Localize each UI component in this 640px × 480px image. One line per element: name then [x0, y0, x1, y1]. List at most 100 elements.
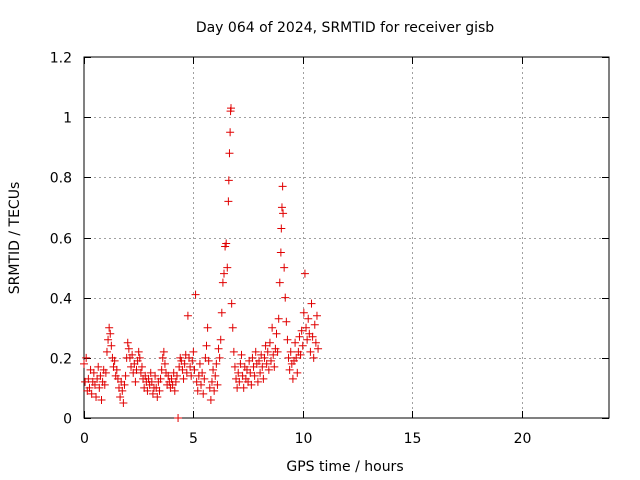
x-tick-label: 5: [189, 431, 198, 447]
data-point: [120, 380, 129, 389]
data-point: [228, 323, 237, 332]
data-point: [155, 386, 164, 395]
data-point: [191, 290, 200, 299]
grid-lines: [84, 57, 609, 418]
data-point: [268, 323, 277, 332]
data-point: [292, 353, 301, 362]
data-point: [213, 380, 222, 389]
axis-ticks: 0 0.2 0.4 0.6 0.8 1 1.2 0 5 10 15 20: [50, 51, 609, 447]
data-point: [310, 320, 319, 329]
data-point: [259, 374, 268, 383]
data-point: [298, 341, 307, 350]
data-point: [210, 386, 219, 395]
data-point: [281, 293, 290, 302]
data-point: [128, 350, 137, 359]
data-point: [206, 395, 215, 404]
data-point: [209, 365, 218, 374]
data-point: [192, 377, 201, 386]
data-point: [174, 414, 183, 422]
data-point: [255, 356, 263, 365]
data-point: [300, 269, 309, 278]
data-point: [223, 263, 232, 272]
data-point: [123, 338, 132, 347]
data-point: [224, 176, 233, 185]
data-point: [198, 368, 207, 377]
data-point: [84, 374, 93, 383]
data-point: [251, 347, 260, 356]
data-point: [146, 368, 155, 377]
data-point: [224, 197, 233, 206]
data-point: [282, 317, 291, 326]
data-point: [303, 335, 312, 344]
data-point: [172, 371, 181, 380]
y-tick-label: 0.6: [50, 232, 72, 248]
data-point: [182, 368, 191, 377]
y-tick-label: 1.2: [50, 51, 72, 67]
data-point: [280, 263, 289, 272]
data-point: [156, 374, 165, 383]
data-point: [234, 368, 243, 377]
data-point: [85, 383, 94, 392]
data-point: [188, 356, 197, 365]
data-point: [119, 398, 128, 407]
data-point: [170, 386, 179, 395]
data-points: [80, 104, 323, 422]
data-point: [104, 335, 113, 344]
data-point: [302, 323, 311, 332]
data-point: [226, 128, 235, 137]
data-point: [247, 380, 256, 389]
data-point: [171, 377, 180, 386]
data-point: [102, 347, 111, 356]
data-point: [308, 332, 317, 341]
data-point: [284, 353, 293, 362]
data-point: [101, 368, 110, 377]
data-point: [180, 359, 189, 368]
data-point: [200, 374, 209, 383]
y-tick-label: 0.2: [50, 352, 72, 368]
data-point: [276, 248, 285, 257]
data-point: [274, 314, 283, 323]
data-point: [230, 362, 239, 371]
data-point: [158, 353, 167, 362]
data-point: [107, 341, 116, 350]
data-point: [312, 311, 321, 320]
data-point: [250, 371, 259, 380]
data-point: [193, 386, 202, 395]
data-point: [307, 299, 316, 308]
data-point: [116, 392, 125, 401]
x-tick-label: 20: [514, 431, 532, 447]
data-point: [136, 368, 145, 377]
data-point: [286, 347, 295, 356]
data-point: [229, 347, 238, 356]
data-point: [132, 365, 141, 374]
data-point: [272, 329, 281, 338]
data-point: [195, 359, 204, 368]
data-point: [279, 209, 288, 218]
y-tick-label: 0.8: [50, 171, 72, 187]
data-point: [100, 380, 109, 389]
data-point: [105, 323, 114, 332]
data-point: [270, 362, 279, 371]
data-point: [211, 371, 220, 380]
data-point: [314, 344, 323, 353]
data-point: [112, 365, 121, 374]
data-point: [121, 371, 130, 380]
data-point: [143, 386, 152, 395]
x-tick-label: 10: [295, 431, 313, 447]
data-point: [97, 395, 106, 404]
x-axis-label: GPS time / hours: [286, 459, 403, 475]
x-tick-label: 0: [80, 431, 89, 447]
data-point: [159, 347, 168, 356]
data-point: [137, 362, 146, 371]
data-point: [90, 380, 99, 389]
data-point: [261, 341, 270, 350]
data-point: [288, 374, 297, 383]
data-point: [178, 365, 187, 374]
data-point: [217, 308, 226, 317]
data-point: [306, 347, 315, 356]
data-point: [278, 182, 287, 191]
data-point: [157, 365, 166, 374]
data-point: [160, 359, 169, 368]
data-point: [293, 368, 302, 377]
data-point: [297, 326, 306, 335]
